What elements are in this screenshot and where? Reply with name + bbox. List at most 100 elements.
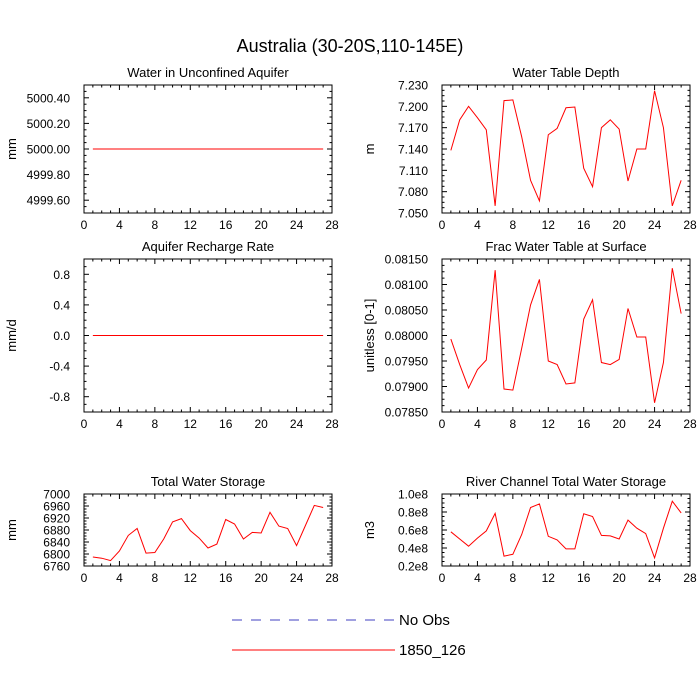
x-tick-label: 12: [542, 218, 556, 232]
x-tick-label: 28: [683, 571, 697, 585]
y-tick-label: 7.170: [398, 121, 428, 135]
x-tick-label: 4: [474, 571, 481, 585]
chart-panels: Water in Unconfined Aquifer mm 0 4 8 12 16 20 24…: [4, 65, 697, 585]
y-tick-label: 6960: [43, 500, 70, 514]
panel-title: Water in Unconfined Aquifer: [127, 65, 289, 80]
x-tick-label: 20: [612, 417, 626, 431]
series-line: [450, 500, 682, 560]
x-tick-label: 12: [184, 571, 198, 585]
x-tick-label: 28: [325, 218, 339, 232]
x-tick-label: 28: [325, 571, 339, 585]
chart-panel: Aquifer Recharge Rate mm/d 0 4 8 12 16 20 24 28 -0…: [4, 239, 339, 431]
x-tick-label: 16: [577, 218, 591, 232]
x-tick-label: 8: [152, 571, 159, 585]
x-tick-label: 16: [219, 417, 233, 431]
series-line: [450, 268, 682, 403]
x-tick-label: 20: [254, 218, 268, 232]
chart-panel: Frac Water Table at Surface unitless [0-1…: [362, 239, 697, 431]
x-tick-label: 20: [254, 417, 268, 431]
x-tick-label: 24: [648, 218, 662, 232]
x-tick-label: 16: [219, 218, 233, 232]
y-axis-label: m: [362, 144, 377, 155]
y-tick-label: 5000.00: [27, 143, 71, 157]
x-tick-label: 8: [510, 417, 517, 431]
x-tick-label: 28: [683, 218, 697, 232]
figure-title: Australia (30-20S,110-145E): [237, 36, 464, 56]
y-tick-label: 0.07950: [385, 355, 429, 369]
y-axis-label: m3: [362, 521, 377, 539]
y-tick-label: 0.2e8: [398, 560, 428, 574]
y-tick-label: 0.8: [53, 268, 70, 282]
panel-title: River Channel Total Water Storage: [466, 474, 666, 489]
y-tick-label: 7.140: [398, 143, 428, 157]
x-tick-label: 0: [81, 571, 88, 585]
plot-frame: [83, 493, 333, 567]
y-tick-label: 5000.40: [27, 91, 71, 105]
series-line: [92, 504, 324, 562]
x-tick-label: 8: [510, 571, 517, 585]
y-axis-label: mm/d: [4, 319, 19, 352]
chart-panel: Water in Unconfined Aquifer mm 0 4 8 12 16 20 24…: [4, 65, 339, 232]
y-tick-label: 7.200: [398, 100, 428, 114]
x-tick-label: 4: [116, 571, 123, 585]
y-tick-label: 0.8e8: [398, 506, 428, 520]
x-tick-label: 4: [474, 417, 481, 431]
x-tick-label: 24: [648, 417, 662, 431]
y-tick-label: 4999.80: [27, 168, 71, 182]
legend-label: No Obs: [399, 612, 450, 629]
y-tick-label: -0.4: [49, 360, 70, 374]
y-tick-label: 6920: [43, 512, 70, 526]
panel-title: Total Water Storage: [151, 474, 265, 489]
x-tick-label: 12: [542, 571, 556, 585]
x-tick-label: 8: [510, 218, 517, 232]
x-tick-label: 0: [439, 417, 446, 431]
y-axis-label: unitless [0-1]: [362, 299, 377, 373]
x-tick-label: 0: [81, 417, 88, 431]
x-tick-label: 12: [184, 417, 198, 431]
y-tick-label: 7.110: [399, 164, 428, 178]
x-tick-label: 16: [577, 417, 591, 431]
x-tick-label: 16: [577, 571, 591, 585]
x-tick-label: 4: [116, 218, 123, 232]
y-tick-label: 0.08100: [385, 278, 429, 292]
y-tick-label: 7.050: [398, 207, 428, 221]
y-tick-label: 0.0: [53, 329, 70, 343]
y-tick-label: 7000: [43, 488, 70, 502]
y-tick-label: 4999.60: [27, 194, 71, 208]
x-tick-label: 0: [439, 571, 446, 585]
x-tick-label: 16: [219, 571, 233, 585]
y-axis-label: mm: [4, 519, 19, 541]
y-axis-label: mm: [4, 138, 19, 160]
panel-title: Water Table Depth: [513, 65, 620, 80]
x-tick-label: 20: [254, 571, 268, 585]
x-tick-label: 8: [152, 417, 159, 431]
y-tick-label: 6800: [43, 548, 70, 562]
x-tick-label: 12: [542, 417, 556, 431]
chart-panel: Water Table Depth m 0 4 8 12 16 20 24 28 7.050 7.08…: [362, 65, 697, 232]
x-tick-label: 20: [612, 218, 626, 232]
x-tick-label: 28: [325, 417, 339, 431]
y-tick-label: 6840: [43, 536, 70, 550]
x-tick-label: 0: [439, 218, 446, 232]
x-tick-label: 24: [290, 218, 304, 232]
legend: No Obs 1850_126: [232, 612, 466, 659]
y-tick-label: 1.0e8: [398, 488, 428, 502]
x-tick-label: 4: [474, 218, 481, 232]
x-tick-label: 24: [290, 571, 304, 585]
x-tick-label: 24: [648, 571, 662, 585]
y-tick-label: 0.4e8: [398, 542, 428, 556]
y-tick-label: 0.08050: [385, 304, 429, 318]
y-tick-label: 0.07850: [385, 406, 429, 420]
chart-panel: River Channel Total Water Storage m3 0 4 8 12…: [362, 474, 697, 585]
y-tick-label: 0.6e8: [398, 524, 428, 538]
y-tick-label: 0.08150: [385, 253, 429, 267]
panel-title: Aquifer Recharge Rate: [142, 239, 274, 254]
x-tick-label: 4: [116, 417, 123, 431]
x-tick-label: 8: [152, 218, 159, 232]
y-tick-label: 6880: [43, 524, 70, 538]
y-tick-label: 7.080: [398, 185, 428, 199]
legend-label: 1850_126: [399, 642, 466, 659]
x-tick-label: 0: [81, 218, 88, 232]
